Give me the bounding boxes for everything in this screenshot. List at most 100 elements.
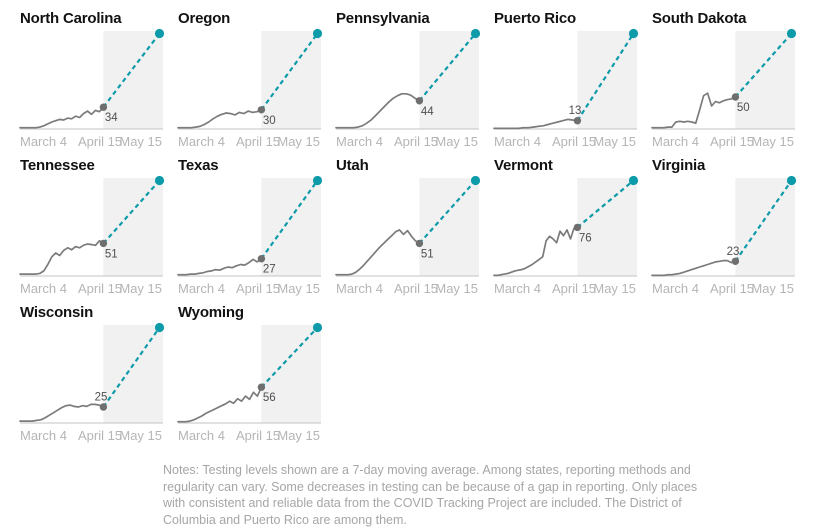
x-axis-labels: March 4 April 15 May 15 <box>494 134 637 150</box>
x-tick-may-15: May 15 <box>277 134 320 149</box>
x-tick-april-15: April 15 <box>77 134 123 149</box>
chart-title: Wyoming <box>178 304 244 321</box>
chart-title: Vermont <box>494 157 553 174</box>
x-tick-april-15: April 15 <box>393 134 439 149</box>
projection-shaded-region <box>735 31 795 129</box>
series-line <box>651 92 737 129</box>
chart-title: Pennsylvania <box>336 10 430 27</box>
current-value-label: 56 <box>263 392 276 404</box>
x-tick-april-15: April 15 <box>235 428 281 443</box>
x-tick-april-15: April 15 <box>551 281 597 296</box>
x-tick-may-15: May 15 <box>119 428 162 443</box>
projection-shaded-region <box>577 178 637 276</box>
x-tick-april-15: April 15 <box>77 428 123 443</box>
x-tick-march-4: March 4 <box>336 134 383 149</box>
x-tick-april-15: April 15 <box>77 281 123 296</box>
state-chart: Wyoming 56 March 4 April 15 May 15 <box>177 303 323 444</box>
series-line <box>651 259 737 277</box>
projection-dashed-line <box>418 179 477 245</box>
chart-plot: 50 <box>651 28 797 130</box>
current-value-label: 27 <box>263 264 276 276</box>
x-tick-march-4: March 4 <box>178 428 225 443</box>
x-tick-march-4: March 4 <box>20 281 67 296</box>
x-tick-april-15: April 15 <box>393 281 439 296</box>
x-tick-march-4: March 4 <box>494 281 541 296</box>
projection-dashed-line <box>260 179 319 260</box>
chart-plot: 76 <box>493 175 639 277</box>
current-value-dot <box>731 93 740 101</box>
x-axis-labels: March 4 April 15 May 15 <box>494 281 637 297</box>
projection-shaded-region <box>261 325 321 423</box>
chart-plot: 13 <box>493 28 639 130</box>
chart-plot: 56 <box>177 322 323 424</box>
current-value-dot <box>257 255 266 263</box>
x-tick-may-15: May 15 <box>751 281 794 296</box>
projection-shaded-region <box>419 178 479 276</box>
projection-target-dot <box>312 28 323 39</box>
state-chart: Puerto Rico 13 March 4 April 15 May 15 <box>493 9 639 150</box>
notes-line-4: Columbia and Puerto Rico are among them. <box>163 512 407 527</box>
current-value-label: 13 <box>569 105 582 117</box>
projection-target-dot <box>154 175 165 186</box>
chart-plot: 23 <box>651 175 797 277</box>
projection-target-dot <box>312 175 323 186</box>
chart-title: Oregon <box>178 10 231 27</box>
x-tick-march-4: March 4 <box>494 134 541 149</box>
current-value-dot <box>731 257 740 265</box>
projection-dashed-line <box>576 179 635 229</box>
x-tick-march-4: March 4 <box>336 281 383 296</box>
current-value-label: 30 <box>263 115 276 127</box>
x-tick-may-15: May 15 <box>435 134 478 149</box>
x-axis-labels: March 4 April 15 May 15 <box>336 281 479 297</box>
projection-target-dot <box>786 175 797 186</box>
projection-target-dot <box>628 175 639 186</box>
projection-shaded-region <box>577 31 637 129</box>
current-value-label: 76 <box>579 232 592 244</box>
x-axis-labels: March 4 April 15 May 15 <box>20 281 163 297</box>
chart-title: Texas <box>178 157 219 174</box>
notes-line-2: regularity can vary. Some decreases in t… <box>163 479 698 494</box>
state-chart: Vermont 76 March 4 April 15 May 15 <box>493 156 639 297</box>
series-line <box>177 386 263 423</box>
x-tick-march-4: March 4 <box>652 281 699 296</box>
x-tick-april-15: April 15 <box>709 281 755 296</box>
state-chart: North Carolina 34 March 4 April 15 May 1… <box>19 9 165 150</box>
x-tick-march-4: March 4 <box>178 281 225 296</box>
state-chart: Oregon 30 March 4 April 15 May 15 <box>177 9 323 150</box>
notes-block: Notes: Testing levels shown are a 7-day … <box>163 462 814 528</box>
projection-dashed-line <box>734 32 793 98</box>
series-line <box>177 108 263 129</box>
x-tick-march-4: March 4 <box>20 134 67 149</box>
projection-shaded-region <box>261 31 321 129</box>
state-chart: Texas 27 March 4 April 15 May 15 <box>177 156 323 297</box>
state-chart: Tennessee 51 March 4 April 15 May 15 <box>19 156 165 297</box>
current-value-label: 25 <box>95 392 108 404</box>
current-value-label: 23 <box>727 246 740 258</box>
x-tick-may-15: May 15 <box>277 281 320 296</box>
projection-target-dot <box>628 28 639 39</box>
x-axis-labels: March 4 April 15 May 15 <box>336 134 479 150</box>
x-tick-may-15: May 15 <box>435 281 478 296</box>
chart-plot: 51 <box>335 175 481 277</box>
projection-shaded-region <box>419 31 479 129</box>
chart-title: Virginia <box>652 157 706 174</box>
projection-shaded-region <box>103 31 163 129</box>
notes-line-1: Notes: Testing levels shown are a 7-day … <box>163 463 691 477</box>
x-axis-labels: March 4 April 15 May 15 <box>178 428 321 444</box>
x-tick-april-15: April 15 <box>551 134 597 149</box>
series-line <box>493 226 579 277</box>
projection-target-dot <box>154 28 165 39</box>
x-axis-labels: March 4 April 15 May 15 <box>652 281 795 297</box>
projection-shaded-region <box>103 178 163 276</box>
projection-dashed-line <box>576 32 635 122</box>
state-chart: Virginia 23 March 4 April 15 May 15 <box>651 156 797 297</box>
x-tick-may-15: May 15 <box>119 134 162 149</box>
x-tick-may-15: May 15 <box>593 134 636 149</box>
projection-target-dot <box>470 28 481 39</box>
chart-plot: 30 <box>177 28 323 130</box>
state-chart: Utah 51 March 4 April 15 May 15 <box>335 156 481 297</box>
chart-title: Utah <box>336 157 369 174</box>
x-tick-april-15: April 15 <box>235 281 281 296</box>
projection-dashed-line <box>734 179 793 262</box>
x-tick-march-4: March 4 <box>178 134 225 149</box>
